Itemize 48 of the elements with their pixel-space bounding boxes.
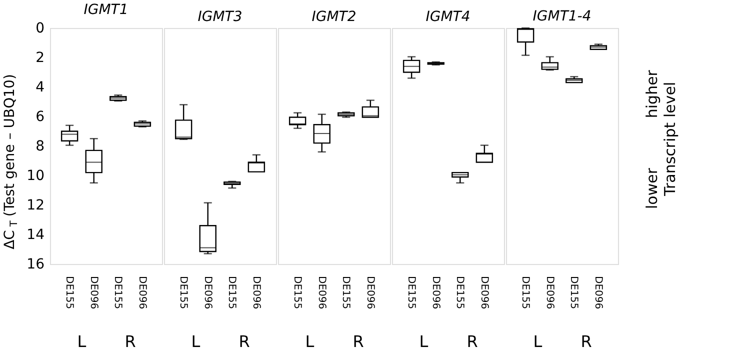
y-axis-title: ΔCT (Test gene – UBQ10) <box>2 74 20 250</box>
chart-title: IGMT2 <box>312 9 356 25</box>
text: R <box>466 332 478 351</box>
x-tick-label: DE155 <box>568 276 580 310</box>
x-tick-label: DE096 <box>430 276 441 310</box>
x-tick-label: DE155 <box>454 276 466 310</box>
text: L <box>533 332 542 351</box>
x-tick-label: DE155 <box>406 276 417 310</box>
text: L <box>305 332 314 351</box>
x-tick-label: DE096 <box>136 276 148 310</box>
y-tick-label: 6 <box>36 109 45 125</box>
x-tick-label: DE155 <box>112 276 124 310</box>
x-tick-label: DE155 <box>64 276 75 310</box>
x-tick-label: DE155 <box>178 276 189 310</box>
y-tick-label: 16 <box>26 256 45 272</box>
text: lower <box>643 167 661 209</box>
text: L <box>191 332 200 351</box>
x-tick-label: DE096 <box>364 276 376 310</box>
text: R <box>352 332 364 351</box>
x-tick-label: DE155 <box>292 276 303 310</box>
chart-title: IGMT1-4 <box>532 8 592 24</box>
x-tick-label: DE096 <box>316 276 327 310</box>
x-tick-label: DE096 <box>592 276 604 310</box>
chart-title: IGMT1 <box>84 2 128 18</box>
x-tick-label: DE096 <box>88 276 99 310</box>
y-tick-label: 10 <box>26 168 44 184</box>
y-tick-label: 8 <box>36 138 44 154</box>
y-tick-label: 14 <box>26 227 45 243</box>
chart-title: IGMT4 <box>426 9 470 25</box>
chart-title: IGMT3 <box>198 9 242 25</box>
text: L <box>419 332 428 351</box>
text: Transcript level <box>661 82 679 197</box>
text: L <box>77 332 86 351</box>
text: R <box>238 332 250 351</box>
text: higher <box>643 69 661 118</box>
x-tick-label: DE096 <box>544 276 555 310</box>
y-tick-label: 12 <box>26 198 44 214</box>
y-tick-label: 2 <box>36 50 44 66</box>
y-tick-label: 0 <box>36 20 44 36</box>
x-tick-label: DE155 <box>340 276 352 310</box>
x-tick-label: DE096 <box>250 276 262 310</box>
x-tick-label: DE155 <box>520 276 531 310</box>
y-tick-label: 4 <box>36 80 45 96</box>
x-tick-label: DE096 <box>478 276 490 310</box>
x-tick-label: DE155 <box>226 276 238 310</box>
text: R <box>124 332 136 351</box>
x-tick-label: DE096 <box>202 276 213 310</box>
text: R <box>580 332 592 351</box>
